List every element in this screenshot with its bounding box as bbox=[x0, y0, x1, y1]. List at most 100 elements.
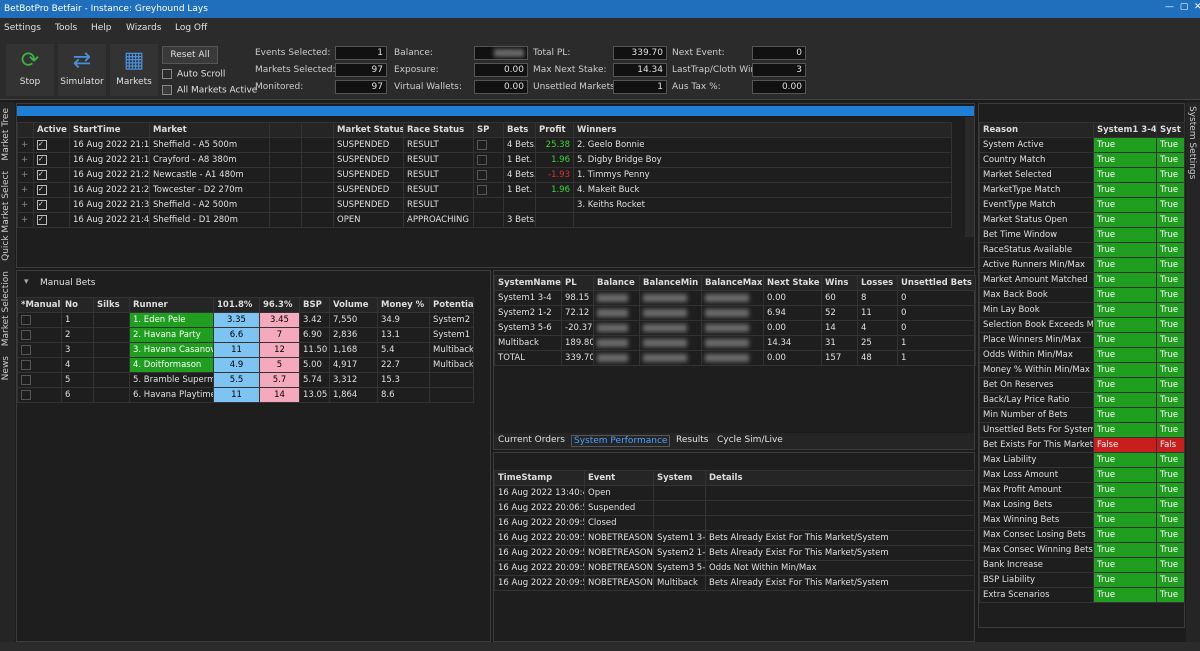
column-header[interactable]: Unsettled Bets bbox=[897, 275, 976, 291]
column-header[interactable]: Reason bbox=[979, 122, 1094, 138]
column-header[interactable]: Profit bbox=[535, 122, 574, 138]
tab[interactable]: System Performance bbox=[571, 435, 671, 447]
cell: True bbox=[1156, 242, 1185, 258]
column-header[interactable]: Silks bbox=[93, 297, 130, 313]
side-tab[interactable]: Market Selection bbox=[1, 271, 11, 347]
cell: True bbox=[1093, 527, 1157, 543]
row: + ✓ 16 Aug 2022 21:31 Sheffield - A2 500m SU… bbox=[17, 197, 952, 213]
column-header[interactable]: System1 3-4 bbox=[1093, 122, 1157, 138]
column-header[interactable]: SystemName bbox=[494, 275, 562, 291]
column-header[interactable] bbox=[17, 122, 34, 138]
column-header[interactable]: SP bbox=[473, 122, 504, 138]
column-header[interactable]: 96.3% bbox=[259, 297, 300, 313]
column-header[interactable]: BSP bbox=[299, 297, 330, 313]
row: + ✓ 16 Aug 2022 21:48 Sheffield - D1 280m OP… bbox=[17, 212, 952, 228]
menu-item[interactable]: Log Off bbox=[175, 23, 208, 33]
cell: Odds Not Within Min/Max bbox=[705, 560, 975, 576]
column-header[interactable]: Balance bbox=[593, 275, 640, 291]
side-tab[interactable]: Quick Market Select bbox=[1, 171, 11, 261]
cell bbox=[705, 485, 975, 501]
column-header[interactable]: Winners bbox=[573, 122, 952, 138]
column-header[interactable]: Syst bbox=[1156, 122, 1185, 138]
cell: 4. Makeit Buck bbox=[573, 182, 952, 198]
cell bbox=[301, 167, 334, 183]
column-header[interactable]: *Manual bbox=[17, 297, 62, 313]
column-header[interactable]: BalanceMin bbox=[639, 275, 702, 291]
column-header[interactable]: BalanceMax bbox=[701, 275, 764, 291]
cell: True bbox=[1093, 332, 1157, 348]
cell: True bbox=[1093, 212, 1157, 228]
cell: Fals bbox=[1156, 437, 1185, 453]
menu-item[interactable]: Help bbox=[91, 23, 112, 33]
column-header[interactable]: No bbox=[61, 297, 94, 313]
cell: Place Winners Min/Max bbox=[979, 332, 1094, 348]
reasons-table: Reason System1 3-4 Syst System Active True Tr… bbox=[979, 122, 1185, 603]
column-header[interactable]: 101.8% bbox=[213, 297, 260, 313]
row: Place Winners Min/Max True True bbox=[979, 332, 1185, 348]
column-header[interactable]: Money % bbox=[377, 297, 430, 313]
column-header[interactable] bbox=[269, 122, 302, 138]
column-header[interactable]: Losses bbox=[857, 275, 898, 291]
cell: Extra Scenarios bbox=[979, 587, 1094, 603]
column-header[interactable]: Details bbox=[705, 470, 975, 486]
cell: 16 Aug 2022 21:16 bbox=[69, 137, 150, 153]
column-header[interactable]: System bbox=[653, 470, 706, 486]
cell: True bbox=[1156, 302, 1185, 318]
cell bbox=[269, 182, 302, 198]
toolbar-button[interactable]: ⇄ Simulator bbox=[58, 44, 106, 96]
cell: True bbox=[1156, 377, 1185, 393]
column-header[interactable]: StartTime bbox=[69, 122, 150, 138]
tab[interactable]: Results bbox=[676, 435, 709, 445]
cell bbox=[301, 182, 334, 198]
checkbox[interactable] bbox=[162, 85, 172, 95]
side-tab[interactable]: Market Tree bbox=[1, 108, 11, 161]
cell: Odds Within Min/Max bbox=[979, 347, 1094, 363]
side-tab[interactable]: System Settings bbox=[1187, 106, 1197, 180]
column-header[interactable]: Next Stake bbox=[763, 275, 822, 291]
scrollbar[interactable] bbox=[965, 117, 974, 237]
reset-button[interactable]: Reset All bbox=[162, 46, 218, 64]
cell: 11.50 bbox=[299, 342, 330, 358]
stat-label: LastTrap/Cloth Win: bbox=[672, 65, 760, 75]
column-header[interactable]: Volume bbox=[329, 297, 378, 313]
checkbox-row[interactable]: All Markets Active bbox=[162, 85, 257, 96]
cell: 16 Aug 2022 21:48 bbox=[69, 212, 150, 228]
cell: System1 3-4 bbox=[494, 290, 562, 306]
column-header[interactable]: Bets bbox=[503, 122, 536, 138]
side-tab[interactable]: News bbox=[1, 356, 11, 381]
checkbox-row[interactable]: Auto Scroll bbox=[162, 69, 225, 80]
menu-item[interactable]: Wizards bbox=[126, 23, 162, 33]
cell: Max Consec Winning Bets bbox=[979, 542, 1094, 558]
cell: Max Back Book bbox=[979, 287, 1094, 303]
column-header[interactable]: Runner bbox=[129, 297, 214, 313]
cell bbox=[573, 212, 952, 228]
column-header[interactable]: Wins bbox=[821, 275, 858, 291]
toolbar-button[interactable]: ▦ Markets bbox=[110, 44, 158, 96]
checkbox[interactable] bbox=[162, 69, 172, 79]
column-header[interactable]: Market bbox=[149, 122, 270, 138]
toolbar-button[interactable]: ⟳ Stop bbox=[6, 44, 54, 96]
tab[interactable]: Current Orders bbox=[498, 435, 565, 445]
cell: + bbox=[17, 182, 34, 198]
cell bbox=[701, 335, 764, 351]
menu-item[interactable]: Settings bbox=[4, 23, 41, 33]
column-header[interactable]: Race Status bbox=[403, 122, 474, 138]
stat-label: Monitored: bbox=[255, 82, 304, 92]
stat-label: Unsettled Markets: bbox=[533, 82, 618, 92]
cell: 8.6 bbox=[377, 387, 430, 403]
column-header[interactable]: Active bbox=[33, 122, 70, 138]
column-header[interactable] bbox=[301, 122, 334, 138]
cell: Multiback bbox=[429, 342, 474, 358]
window-controls[interactable]: — ▢ ✕ bbox=[1165, 2, 1200, 12]
cell: 3 Bets. bbox=[503, 212, 536, 228]
cell: + bbox=[17, 212, 34, 228]
column-header[interactable]: Potential S bbox=[429, 297, 474, 313]
column-header[interactable]: TimeStamp bbox=[494, 470, 585, 486]
cell: True bbox=[1156, 197, 1185, 213]
cell bbox=[17, 387, 62, 403]
column-header[interactable]: Market Status bbox=[333, 122, 404, 138]
tab[interactable]: Cycle Sim/Live bbox=[717, 435, 783, 445]
column-header[interactable]: Event bbox=[584, 470, 654, 486]
menu-item[interactable]: Tools bbox=[55, 23, 78, 33]
column-header[interactable]: PL bbox=[561, 275, 594, 291]
